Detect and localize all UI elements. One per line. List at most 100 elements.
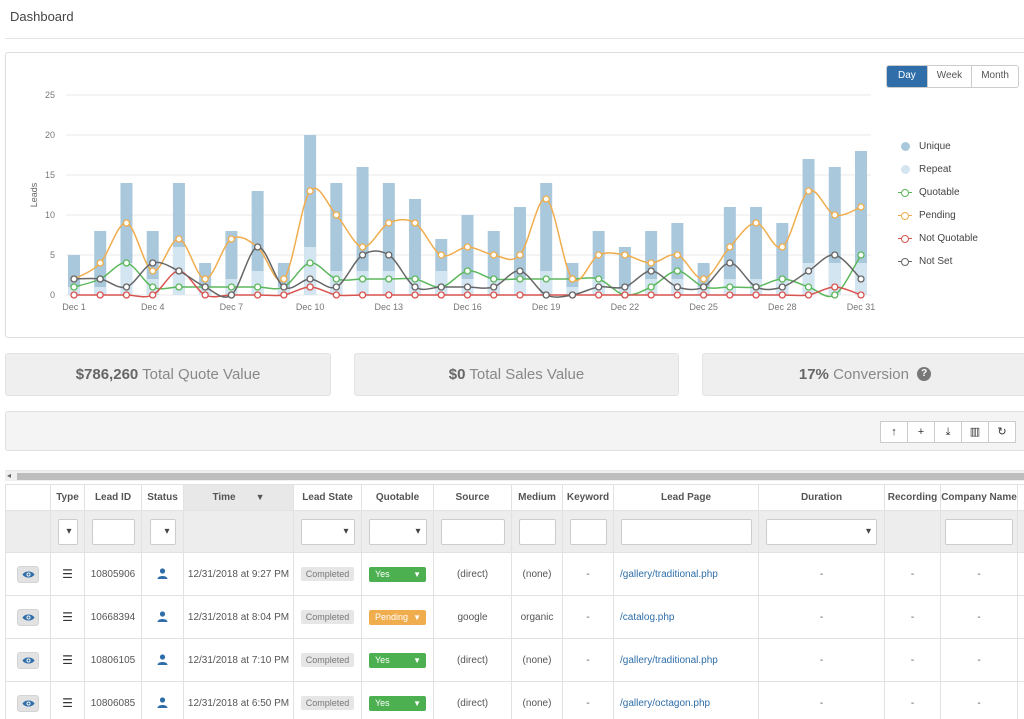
filter-keyword-input[interactable] (569, 518, 607, 545)
legend-item[interactable]: Unique (896, 135, 978, 158)
lead-page-link[interactable]: /catalog.php (620, 611, 675, 623)
filter-status-select[interactable] (149, 518, 176, 545)
legend-label: Unique (919, 141, 951, 152)
horizontal-scrollbar[interactable]: ◂ (5, 470, 1024, 481)
table-row[interactable]: ☰ 10668394 12/31/2018 at 8:04 PM Completed P… (5, 595, 1024, 639)
quotable-dropdown[interactable]: Pending ▼ (369, 609, 426, 625)
quotable-dropdown[interactable]: Yes ▼ (369, 566, 426, 582)
filter-type-select[interactable] (57, 518, 78, 545)
view-button[interactable] (17, 565, 39, 583)
bar-repeat (94, 287, 107, 295)
legend-line-icon (896, 211, 914, 220)
point-quotable (253, 283, 262, 291)
col-header-keyword[interactable]: Keyword (562, 484, 614, 511)
point-pending (463, 243, 472, 251)
view-button[interactable] (17, 694, 39, 712)
quote-label: Total Quote Value (142, 366, 261, 383)
col-header-time-label: Time (212, 492, 236, 503)
range-day-button[interactable]: Day (887, 66, 927, 87)
refresh-icon[interactable]: ↻ (988, 421, 1016, 443)
range-week-button[interactable]: Week (926, 66, 972, 87)
col-header-lead-page[interactable]: Lead Page (613, 484, 759, 511)
x-tick-label: Dec 28 (768, 302, 797, 312)
table-row[interactable]: ☰ 10806085 12/31/2018 at 6:50 PM Completed Y… (5, 681, 1024, 719)
sort-up-icon[interactable]: ↑ (880, 421, 908, 443)
download-icon[interactable]: ⤓ (934, 421, 962, 443)
point-not-quotable (831, 283, 839, 291)
type-cell: ☰ (50, 595, 85, 639)
y-tick-label: 5 (50, 250, 55, 260)
col-header-duration[interactable]: Duration (758, 484, 885, 511)
filter-lead-page-input[interactable] (620, 518, 752, 545)
filter-duration-select[interactable] (766, 518, 877, 545)
source-cell: (direct) (433, 638, 512, 682)
help-icon[interactable]: ? (917, 366, 932, 381)
x-tick-label: Dec 22 (611, 302, 640, 312)
table-row[interactable]: ☰ 10805906 12/31/2018 at 9:27 PM Completed Y… (5, 552, 1024, 596)
bar-unique (723, 207, 736, 295)
point-quotable (673, 267, 682, 275)
view-button[interactable] (17, 651, 39, 669)
add-icon[interactable]: + (907, 421, 935, 443)
col-header-recording[interactable]: Recording (884, 484, 941, 511)
bar-repeat (513, 279, 526, 295)
point-not-set (437, 283, 445, 291)
conversion-value: 17% (798, 366, 829, 383)
x-tick-label: Dec 13 (375, 302, 404, 312)
filter-lead-page-cell (613, 510, 759, 553)
col-header-status[interactable]: Status (141, 484, 184, 511)
columns-icon[interactable]: ▥ (961, 421, 989, 443)
lead-page-link[interactable]: /gallery/octagon.php (620, 697, 711, 709)
quotable-dropdown[interactable]: Yes ▼ (369, 652, 426, 668)
point-pending (96, 259, 104, 267)
filter-lead-state-select[interactable] (300, 518, 355, 545)
lead-page-link[interactable]: /gallery/traditional.php (620, 654, 718, 666)
time-cell: 12/31/2018 at 7:10 PM (183, 638, 294, 682)
form-list-icon: ☰ (62, 696, 73, 710)
legend-label: Not Quotable (919, 233, 978, 244)
col-header-source[interactable]: Source (433, 484, 512, 511)
point-not-set (122, 283, 131, 291)
bar-unique (356, 167, 369, 295)
col-header-type[interactable]: Type (50, 484, 85, 511)
legend-item[interactable]: Repeat (896, 158, 978, 181)
col-header-lead-id[interactable]: Lead ID (84, 484, 142, 511)
table-row[interactable]: ☰ 10806105 12/31/2018 at 7:10 PM Completed Y… (5, 638, 1024, 682)
legend-item[interactable]: Quotable (896, 181, 978, 204)
view-button[interactable] (17, 608, 39, 626)
col-header-time[interactable]: Time ▼ (183, 484, 294, 511)
point-not-set (831, 251, 839, 259)
point-not-quotable (201, 291, 209, 299)
chevron-down-icon: ▼ (413, 655, 421, 665)
view-cell (5, 681, 51, 719)
extra-cell (1017, 638, 1024, 682)
col-header-quotable[interactable]: Quotable (361, 484, 434, 511)
duration-cell: - (758, 595, 885, 639)
point-quotable (857, 251, 865, 259)
sort-desc-icon[interactable]: ▼ (255, 492, 265, 502)
lead-id-cell: 10806085 (84, 681, 142, 719)
point-quotable (122, 259, 131, 267)
quotable-dropdown[interactable]: Yes ▼ (369, 695, 426, 711)
col-header-lead-state[interactable]: Lead State (293, 484, 362, 511)
filter-source-input[interactable] (440, 518, 505, 545)
legend-item[interactable]: Pending (896, 204, 978, 227)
lead-page-link[interactable]: /gallery/traditional.php (620, 568, 718, 580)
col-header-company-name[interactable]: Company Name (940, 484, 1018, 511)
scrollbar-thumb[interactable] (17, 473, 1024, 480)
point-quotable (332, 275, 340, 283)
scroll-left-icon[interactable]: ◂ (7, 471, 12, 480)
quotable-value: Yes (375, 697, 390, 708)
col-header-medium[interactable]: Medium (511, 484, 563, 511)
legend-item[interactable]: Not Set (896, 250, 978, 273)
filter-quotable-select[interactable] (368, 518, 427, 545)
range-month-button[interactable]: Month (971, 66, 1018, 87)
point-pending (804, 187, 813, 195)
filter-medium-input[interactable] (518, 518, 556, 545)
keyword-cell: - (562, 552, 614, 596)
filter-company-input[interactable] (945, 518, 1013, 545)
source-cell: (direct) (433, 552, 512, 596)
legend-label: Quotable (919, 187, 960, 198)
filter-lead-id-input[interactable] (91, 518, 135, 545)
legend-item[interactable]: Not Quotable (896, 227, 978, 250)
